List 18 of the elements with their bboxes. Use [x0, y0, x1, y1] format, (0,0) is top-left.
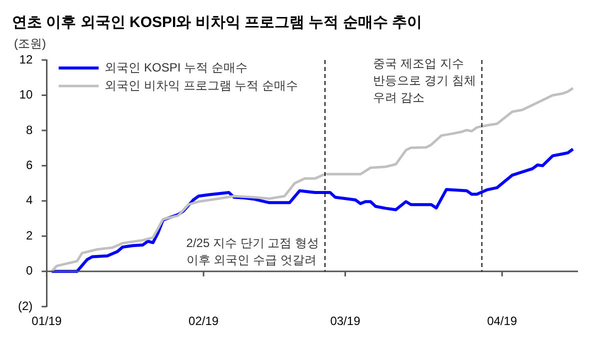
annotation: 2/25 지수 단기 고점 형성 이후 외국인 수급 엇갈려	[186, 236, 319, 268]
y-tick-label: 8	[26, 122, 33, 137]
y-tick-label: 2	[26, 228, 33, 242]
y-tick-label: 0	[26, 264, 33, 278]
x-tick-label: 04/19	[487, 314, 518, 328]
x-tick-label: 02/19	[188, 314, 219, 328]
x-tick-label: 01/19	[32, 314, 62, 328]
legend-label: 외국인 KOSPI 누적 순매수	[104, 60, 248, 74]
y-tick-label: (2)	[18, 298, 33, 313]
y-tick-label: 10	[19, 88, 33, 102]
x-tick-label: 03/19	[330, 314, 361, 328]
y-tick-label: 4	[26, 193, 33, 208]
legend-label: 외국인 비차익 프로그램 누적 순매수	[104, 78, 298, 92]
annotation: 중국 제조업 지수 반등으로 경기 침체 우려 감소	[373, 56, 476, 105]
chart-title: 연초 이후 외국인 KOSPI와 비차익 프로그램 누적 순매수 추이	[12, 14, 422, 32]
y-tick-label: 12	[19, 52, 33, 66]
y-tick-label: 6	[26, 158, 33, 172]
y-axis-title: (조원)	[14, 36, 46, 50]
